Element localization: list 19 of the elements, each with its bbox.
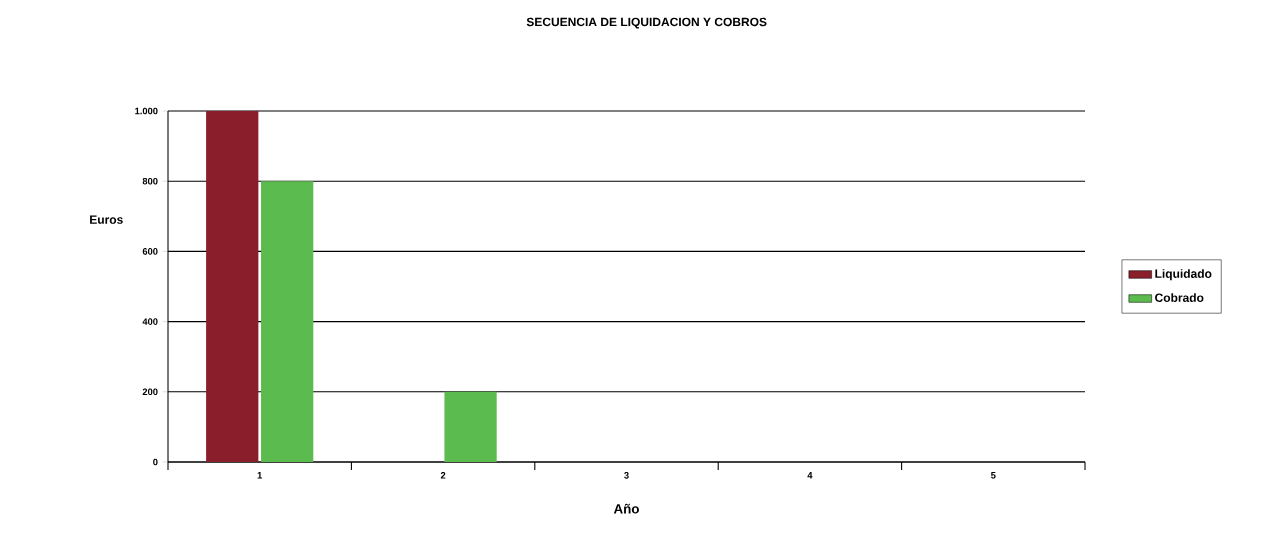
legend-label: Cobrado [1155, 293, 1204, 302]
legend-label: Liquidado [1155, 269, 1212, 281]
x-tick-label: 2 [440, 472, 446, 479]
y-tick-label: 800 [142, 177, 158, 185]
y-tick-label: 600 [142, 248, 158, 255]
y-axis-title: Euros [90, 215, 123, 224]
y-tick-label: 200 [142, 388, 158, 396]
chart-title: SECUENCIA DE LIQUIDACION Y COBROS [526, 17, 767, 29]
x-tick-label: 5 [991, 472, 996, 479]
y-tick-label: 400 [142, 318, 158, 325]
x-tick-label: 3 [624, 472, 629, 479]
y-tick-label: 1.000 [135, 107, 158, 115]
x-tick-label: 1 [257, 472, 263, 479]
y-tick-label: 0 [153, 458, 158, 466]
bar [261, 181, 314, 462]
x-axis-title: Año [613, 503, 639, 514]
bar [444, 391, 497, 462]
bar [206, 111, 259, 462]
x-tick-label: 4 [807, 472, 813, 479]
